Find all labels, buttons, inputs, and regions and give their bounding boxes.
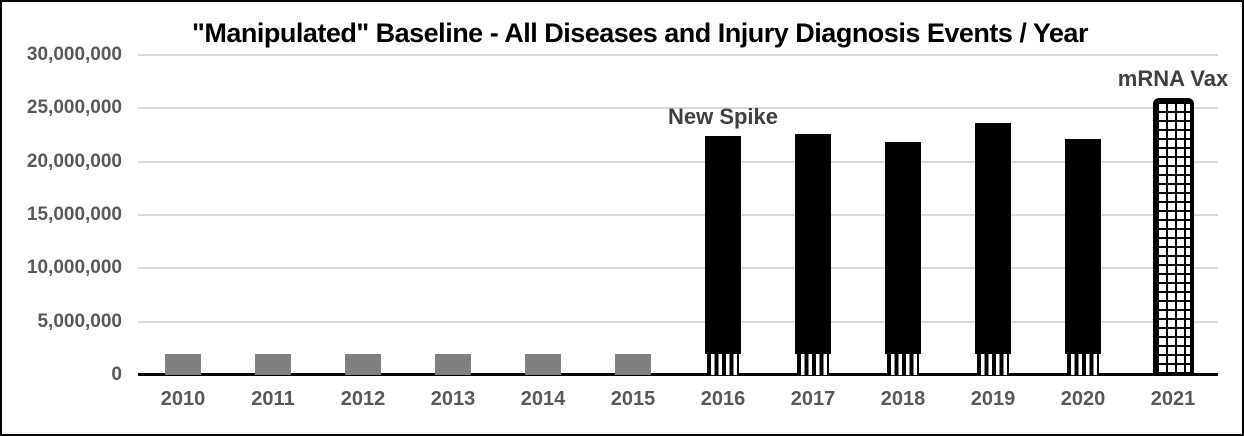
y-tick-label: 20,000,000	[26, 150, 122, 172]
x-tick-label-2021: 2021	[1150, 388, 1196, 410]
bar-striped-base-segment	[707, 353, 739, 375]
bar-black-segment	[885, 142, 921, 354]
bar-2018	[885, 142, 921, 375]
x-tick-label-2017: 2017	[790, 388, 836, 410]
x-tick-label-2013: 2013	[430, 388, 476, 410]
bar-black-segment	[795, 133, 831, 354]
y-tick-label: 0	[111, 364, 122, 385]
bar-black-segment	[975, 123, 1011, 354]
bar-striped-base-segment	[797, 353, 829, 375]
y-tick-label: 30,000,000	[26, 44, 122, 65]
bar-striped-base-segment	[977, 353, 1009, 375]
bar-2012	[345, 353, 381, 375]
x-tick-label-2012: 2012	[340, 388, 386, 410]
x-tick-label-2020: 2020	[1060, 388, 1106, 410]
bar-2010	[165, 353, 201, 375]
x-tick-label-2015: 2015	[610, 388, 656, 410]
bar-2019	[975, 123, 1011, 375]
x-tick-label-2011: 2011	[251, 388, 295, 410]
x-tick-label-2019: 2019	[970, 388, 1016, 410]
bar-black-segment	[1065, 139, 1101, 354]
bar-black-segment	[705, 136, 741, 354]
gridline	[138, 160, 1218, 163]
bar-2011	[255, 353, 291, 375]
bar-2014	[525, 353, 561, 375]
bar-2015	[615, 353, 651, 375]
bar-striped-base-segment	[887, 353, 919, 375]
bar-2020	[1065, 139, 1101, 375]
x-tick-label-2010: 2010	[160, 388, 206, 410]
gridline	[138, 214, 1218, 216]
bar-2013	[435, 353, 471, 375]
plot-area	[138, 54, 1218, 376]
x-tick-label-2016: 2016	[700, 388, 746, 410]
y-tick-label: 15,000,000	[26, 204, 122, 225]
chart-title: "Manipulated" Baseline - All Diseases an…	[192, 18, 1088, 48]
y-tick-label: 5,000,000	[37, 310, 122, 332]
gridline	[138, 267, 1218, 270]
gridline	[138, 107, 1218, 110]
bar-striped-base-segment	[1067, 353, 1099, 375]
bar-2016	[705, 136, 741, 375]
x-tick-label-2018: 2018	[880, 388, 926, 410]
bar-2021	[1152, 97, 1194, 375]
annotation-mrna-vax: mRNA Vax	[1117, 65, 1229, 91]
gridline	[138, 320, 1218, 323]
annotation-new-spike: New Spike	[667, 104, 779, 130]
x-tick-label-2014: 2014	[520, 388, 566, 410]
y-tick-label: 10,000,000	[26, 257, 122, 279]
bar-2017	[795, 133, 831, 375]
y-tick-label: 25,000,000	[26, 97, 122, 119]
gridline	[138, 54, 1218, 56]
x-axis-line	[138, 373, 1218, 376]
